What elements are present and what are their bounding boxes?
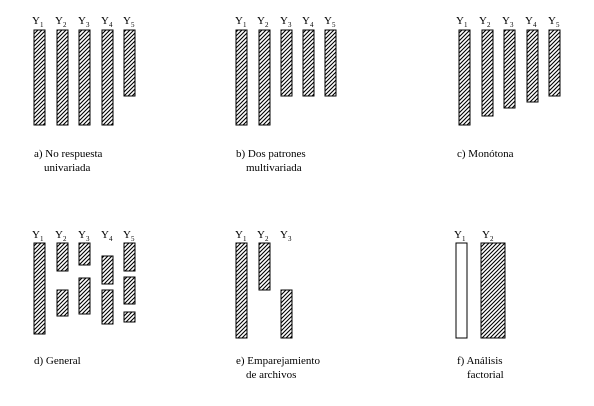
observed-block (78, 29, 91, 126)
var-label-y3: Y3 (280, 15, 292, 29)
caption-line: b) Dos patrones (236, 148, 306, 160)
caption-panel-a: a) No respuesta univariada (34, 147, 184, 175)
var-label-y3: Y3 (502, 15, 514, 29)
observed-block (503, 29, 516, 109)
var-label-y5: Y5 (324, 15, 336, 29)
panel-d: Y1 Y2 Y3 Y4 Y5 (32, 229, 136, 335)
observed-block (33, 242, 46, 335)
var-label-y3: Y3 (78, 15, 90, 29)
var-label-y2: Y2 (257, 229, 269, 243)
observed-block (258, 242, 271, 291)
var-label-y1: Y1 (32, 229, 44, 243)
panel-c: Y1 Y2 Y3 Y4 Y5 (456, 15, 561, 126)
var-label-y4: Y4 (101, 15, 113, 29)
caption-line: d) General (34, 355, 81, 367)
caption-panel-f: f) Análisis factorial (457, 354, 587, 382)
observed-block (280, 289, 293, 339)
observed-block (56, 242, 69, 272)
observed-block (123, 276, 136, 305)
var-label-y4: Y4 (302, 15, 314, 29)
observed-block (235, 242, 248, 339)
var-label-y5: Y5 (123, 15, 135, 29)
caption-panel-b: b) Dos patrones multivariada (236, 147, 386, 175)
panel-a: Y1 Y2 Y3 Y4 Y5 (32, 15, 136, 126)
var-label-y2: Y2 (479, 15, 491, 29)
observed-block (123, 242, 136, 272)
observed-block (33, 29, 46, 126)
caption-panel-c: c) Monótona (457, 147, 587, 161)
observed-block (56, 289, 69, 317)
observed-block (101, 29, 114, 126)
observed-block (56, 29, 69, 126)
var-label-y1: Y1 (32, 15, 44, 29)
observed-block (480, 242, 506, 339)
var-label-y1: Y1 (235, 229, 247, 243)
caption-panel-d: d) General (34, 354, 184, 368)
observed-block (324, 29, 337, 97)
panel-b: Y1 Y2 Y3 Y4 Y5 (235, 15, 337, 126)
caption-line: c) Monótona (457, 148, 514, 160)
var-label-y1: Y1 (456, 15, 468, 29)
var-label-y4: Y4 (101, 229, 113, 243)
observed-block (123, 29, 136, 97)
var-label-y4: Y4 (525, 15, 537, 29)
observed-block (280, 29, 293, 97)
caption-line: univariada (44, 162, 91, 174)
var-label-y5: Y5 (548, 15, 560, 29)
observed-block (548, 29, 561, 97)
caption-line: factorial (467, 369, 504, 381)
var-label-y2: Y2 (55, 15, 67, 29)
var-label-y5: Y5 (123, 229, 135, 243)
observed-block (101, 255, 114, 285)
missing-block (455, 242, 468, 339)
observed-block (123, 311, 136, 323)
caption-line: de archivos (246, 369, 297, 381)
caption-line: f) Análisis (457, 355, 503, 367)
caption-panel-e: e) Emparejamiento de archivos (236, 354, 386, 382)
var-label-y1: Y1 (454, 229, 466, 243)
panel-e: Y1 Y2 Y3 (235, 229, 293, 339)
caption-line: multivariada (246, 162, 302, 174)
caption-line: a) No respuesta (34, 148, 103, 160)
observed-block (302, 29, 315, 97)
var-label-y3: Y3 (78, 229, 90, 243)
var-label-y1: Y1 (235, 15, 247, 29)
observed-block (101, 289, 114, 325)
caption-line: e) Emparejamiento (236, 355, 320, 367)
observed-block (458, 29, 471, 126)
var-label-y2: Y2 (257, 15, 269, 29)
var-label-y2: Y2 (55, 229, 67, 243)
observed-block (78, 242, 91, 266)
observed-block (258, 29, 271, 126)
observed-block (235, 29, 248, 126)
panel-f: Y1 Y2 (454, 229, 506, 339)
var-label-y3: Y3 (280, 229, 292, 243)
observed-block (481, 29, 494, 117)
observed-block (78, 277, 91, 315)
var-label-y2: Y2 (482, 229, 494, 243)
observed-block (526, 29, 539, 103)
